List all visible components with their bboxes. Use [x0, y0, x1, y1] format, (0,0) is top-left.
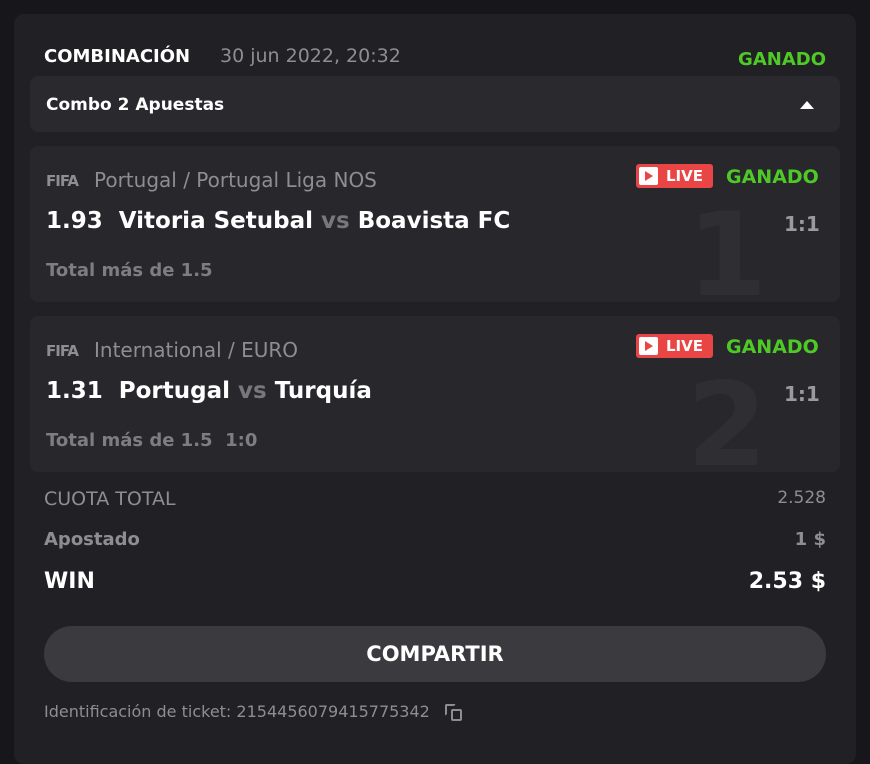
- league: Portugal / Portugal Liga NOS: [94, 168, 377, 192]
- bet-item: 1 FIFA Portugal / Portugal Liga NOS LIVE…: [30, 146, 840, 302]
- vs: vs: [238, 378, 267, 404]
- bet-status: GANADO: [726, 336, 819, 358]
- bet-item: 2 FIFA International / EURO LIVE GANADO …: [30, 316, 840, 472]
- copy-icon[interactable]: [444, 703, 465, 722]
- odds: 1.93: [46, 208, 103, 234]
- live-label: LIVE: [666, 337, 703, 355]
- live-badge: LIVE: [636, 164, 713, 188]
- fifa-logo-icon: FIFA: [46, 342, 79, 360]
- vs: vs: [321, 208, 350, 234]
- play-icon: [639, 337, 658, 355]
- share-button[interactable]: COMPARTIR: [44, 626, 826, 682]
- bet-status: GANADO: [726, 166, 819, 188]
- match: 1.31 Portugal vs Turquía: [46, 378, 372, 404]
- play-icon: [639, 167, 658, 185]
- total-odds-label: CUOTA TOTAL: [44, 488, 176, 510]
- league: International / EURO: [94, 338, 299, 362]
- market: Total más de 1.5 1:0: [46, 430, 257, 451]
- score: 1:1: [784, 212, 820, 236]
- live-label: LIVE: [666, 167, 703, 185]
- combo-toggle[interactable]: Combo 2 Apuestas: [30, 76, 840, 132]
- win-label: WIN: [44, 569, 95, 594]
- score: 1:1: [784, 382, 820, 406]
- combo-label: Combo 2 Apuestas: [46, 95, 225, 115]
- away-team: Turquía: [274, 378, 372, 404]
- bet-type: COMBINACIÓN: [44, 46, 191, 67]
- live-badge: LIVE: [636, 334, 713, 358]
- market: Total más de 1.5: [46, 260, 213, 281]
- bet-index: 1: [686, 188, 768, 303]
- home-team: Portugal: [118, 378, 231, 404]
- chevron-up-icon[interactable]: [800, 101, 814, 109]
- bet-ticket-card: COMBINACIÓN 30 jun 2022, 20:32 GANADO Co…: [14, 14, 856, 764]
- market-label: Total más de 1.5: [46, 430, 213, 451]
- ticket-status: GANADO: [738, 49, 826, 70]
- fifa-logo-icon: FIFA: [46, 172, 79, 190]
- home-team: Vitoria Setubal: [118, 208, 313, 234]
- bet-date: 30 jun 2022, 20:32: [220, 45, 401, 67]
- ticket-id-row: Identificación de ticket: 21544560794157…: [44, 702, 465, 722]
- market-label: Total más de 1.5: [46, 260, 213, 281]
- bet-index: 2: [686, 358, 768, 473]
- staked-label: Apostado: [44, 529, 140, 550]
- ticket-id-label: Identificación de ticket:: [44, 702, 232, 721]
- ticket-header: COMBINACIÓN 30 jun 2022, 20:32 GANADO: [44, 45, 826, 76]
- staked-value: 1 $: [794, 529, 826, 550]
- match: 1.93 Vitoria Setubal vs Boavista FC: [46, 208, 510, 234]
- away-team: Boavista FC: [357, 208, 511, 234]
- market-score: 1:0: [225, 430, 258, 451]
- odds: 1.31: [46, 378, 103, 404]
- win-value: 2.53 $: [748, 569, 826, 594]
- total-odds-value: 2.528: [777, 488, 826, 508]
- ticket-id: 2154456079415775342: [236, 702, 430, 721]
